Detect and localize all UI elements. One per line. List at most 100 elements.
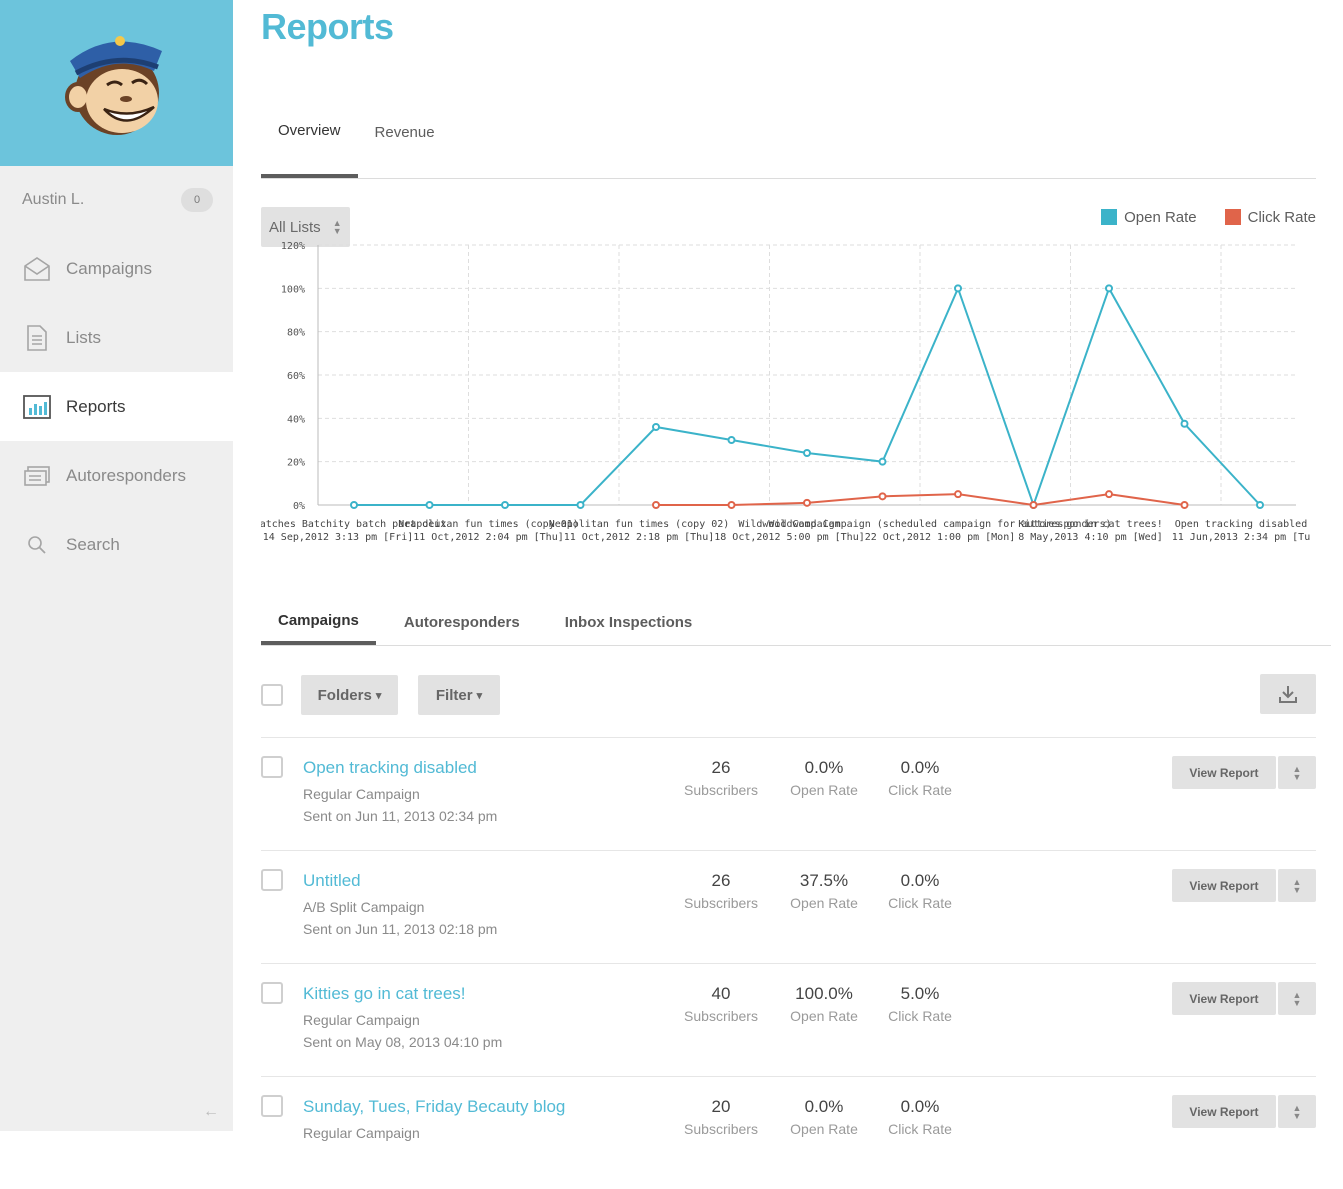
campaign-name[interactable]: Open tracking disabled bbox=[303, 758, 477, 777]
sidebar-item-label: Campaigns bbox=[66, 258, 152, 278]
data-point bbox=[1029, 501, 1038, 509]
tab-revenue[interactable]: Revenue bbox=[374, 123, 435, 141]
legend-swatch bbox=[1224, 209, 1241, 225]
data-point bbox=[803, 449, 811, 457]
campaign-name[interactable]: Kitties go in cat trees! bbox=[303, 984, 466, 1003]
campaign-row: Sunday, Tues, Friday Becauty blog Regula… bbox=[261, 1076, 1316, 1189]
x-tick-label: Open tracking disabled bbox=[1175, 519, 1307, 530]
view-report-button[interactable]: View Report bbox=[1172, 982, 1276, 1015]
sidebar-item-lists[interactable]: Lists bbox=[0, 303, 233, 372]
view-report-button[interactable]: View Report bbox=[1172, 1095, 1276, 1128]
row-checkbox[interactable] bbox=[261, 982, 283, 1004]
sidebar-item-autoresponders[interactable]: Autoresponders bbox=[0, 441, 233, 510]
row-actions-dropdown[interactable]: ▲ ▼ bbox=[1278, 756, 1316, 789]
stat-value: 5.0% bbox=[900, 984, 940, 1003]
stat-subscribers: 26 Subscribers bbox=[666, 758, 776, 798]
data-point bbox=[1256, 501, 1264, 509]
data-point bbox=[652, 501, 660, 509]
sidebar-item-reports[interactable]: Reports bbox=[0, 372, 233, 441]
y-tick-label: 60% bbox=[287, 371, 305, 382]
row-checkbox[interactable] bbox=[261, 1095, 283, 1117]
data-point bbox=[878, 457, 887, 466]
page-title: Reports bbox=[261, 6, 394, 47]
row-checkbox[interactable] bbox=[261, 756, 283, 778]
tab-autoresponders[interactable]: Autoresponders bbox=[403, 614, 520, 631]
select-arrows-icon: ▲ ▼ bbox=[332, 218, 342, 236]
download-button[interactable] bbox=[1260, 674, 1316, 714]
row-checkbox[interactable] bbox=[261, 869, 283, 891]
notification-badge[interactable]: 0 bbox=[181, 188, 213, 212]
view-report-button[interactable]: View Report bbox=[1172, 869, 1276, 902]
filter-button[interactable]: Filter ▾ bbox=[418, 675, 500, 715]
campaign-type: Regular Campaign bbox=[303, 1125, 420, 1141]
campaign-sent: Sent on Jun 11, 2013 02:34 pm bbox=[303, 808, 498, 824]
x-tick-date: 8 May,2013 4:10 pm [Wed] bbox=[1018, 532, 1163, 543]
folders-button[interactable]: Folders ▾ bbox=[301, 675, 398, 715]
data-point bbox=[1180, 501, 1189, 509]
campaign-type: Regular Campaign bbox=[303, 1012, 420, 1028]
stat-open-rate: 0.0% Open Rate bbox=[769, 758, 879, 798]
bar-chart-icon bbox=[22, 392, 52, 422]
main-content: Reports Overview Revenue All Lists ▲ ▼ Op… bbox=[230, 0, 1331, 1141]
data-point bbox=[425, 501, 434, 509]
x-tick-date: 11 Jun,2013 2:34 pm [Tu bbox=[1172, 532, 1310, 543]
autoresponder-icon bbox=[22, 461, 52, 491]
data-point bbox=[954, 490, 962, 499]
x-tick-label: Wildwood Campaign bbox=[738, 519, 840, 530]
campaign-name[interactable]: Untitled bbox=[303, 871, 361, 890]
campaign-row: Open tracking disabled Regular Campaign … bbox=[261, 737, 1316, 850]
data-point bbox=[803, 498, 811, 507]
stat-label: Subscribers bbox=[684, 782, 758, 798]
stat-value: 0.0% bbox=[900, 1097, 940, 1116]
campaign-type: Regular Campaign bbox=[303, 786, 420, 802]
list-select-value: All Lists bbox=[269, 218, 321, 236]
sidebar-item-search[interactable]: Search bbox=[0, 510, 233, 579]
tab-inbox-inspections[interactable]: Inbox Inspections bbox=[564, 614, 693, 631]
caret-down-icon: ▾ bbox=[476, 689, 483, 702]
user-row[interactable]: Austin L. 0 bbox=[0, 166, 233, 234]
stat-label: Subscribers bbox=[684, 1008, 758, 1024]
tab-overview[interactable]: Overview bbox=[261, 86, 358, 178]
sidebar-item-campaigns[interactable]: Campaigns bbox=[0, 234, 233, 303]
chart-toolbar: All Lists ▲ ▼ Open Rate Click Rate bbox=[261, 207, 1316, 247]
stat-label: Open Rate bbox=[790, 1008, 858, 1024]
legend-label: Click Rate bbox=[1247, 209, 1316, 226]
stat-value: 100.0% bbox=[795, 984, 853, 1003]
stat-label: Click Rate bbox=[888, 1008, 952, 1024]
collapse-sidebar-icon[interactable]: ← bbox=[203, 1103, 219, 1120]
tab-campaigns[interactable]: Campaigns bbox=[261, 600, 376, 645]
campaign-row: Kitties go in cat trees! Regular Campaig… bbox=[261, 963, 1316, 1076]
stat-value: 37.5% bbox=[799, 871, 849, 890]
stat-click-rate: 0.0% Click Rate bbox=[865, 1097, 975, 1137]
sidebar-item-label: Search bbox=[66, 534, 120, 554]
campaign-name[interactable]: Sunday, Tues, Friday Becauty blog bbox=[303, 1097, 566, 1116]
x-tick-date: 14 Sep,2012 3:13 pm [Fri] bbox=[263, 532, 414, 543]
list-tabs: Campaigns Autoresponders Inbox Inspectio… bbox=[261, 600, 1331, 646]
stat-open-rate: 37.5% Open Rate bbox=[769, 871, 879, 911]
row-actions-dropdown[interactable]: ▲ ▼ bbox=[1278, 869, 1316, 902]
row-actions-dropdown[interactable]: ▲ ▼ bbox=[1278, 1095, 1316, 1128]
stat-open-rate: 0.0% Open Rate bbox=[769, 1097, 879, 1137]
stat-value: 26 bbox=[711, 871, 731, 890]
list-select[interactable]: All Lists ▲ ▼ bbox=[261, 207, 350, 247]
sidebar-item-label: Reports bbox=[66, 396, 126, 416]
stat-subscribers: 40 Subscribers bbox=[666, 984, 776, 1024]
select-arrows-icon: ▲ ▼ bbox=[1292, 989, 1302, 1008]
x-tick-label: Neapolitan fun times (copy 02) bbox=[549, 519, 730, 530]
folders-label: Folders bbox=[317, 686, 372, 704]
caret-down-icon: ▾ bbox=[375, 689, 382, 702]
row-actions-dropdown[interactable]: ▲ ▼ bbox=[1278, 982, 1316, 1015]
stat-value: 0.0% bbox=[804, 758, 844, 777]
user-name: Austin L. bbox=[22, 191, 85, 208]
x-tick-label: Kitties go in cat trees! bbox=[1018, 519, 1163, 530]
stat-value: 40 bbox=[711, 984, 731, 1003]
stat-subscribers: 26 Subscribers bbox=[666, 871, 776, 911]
line-chart: 120% 100% 80% 60% 40% 20% 0% ies Batches Batchi… bbox=[230, 241, 1311, 543]
view-report-button[interactable]: View Report bbox=[1172, 756, 1276, 789]
series-line bbox=[354, 285, 1261, 509]
data-point bbox=[727, 436, 736, 444]
select-all-checkbox[interactable] bbox=[261, 684, 283, 706]
stat-label: Open Rate bbox=[790, 1121, 858, 1137]
chart-legend: Open Rate Click Rate bbox=[1101, 207, 1316, 247]
stat-value: 20 bbox=[711, 1097, 731, 1116]
